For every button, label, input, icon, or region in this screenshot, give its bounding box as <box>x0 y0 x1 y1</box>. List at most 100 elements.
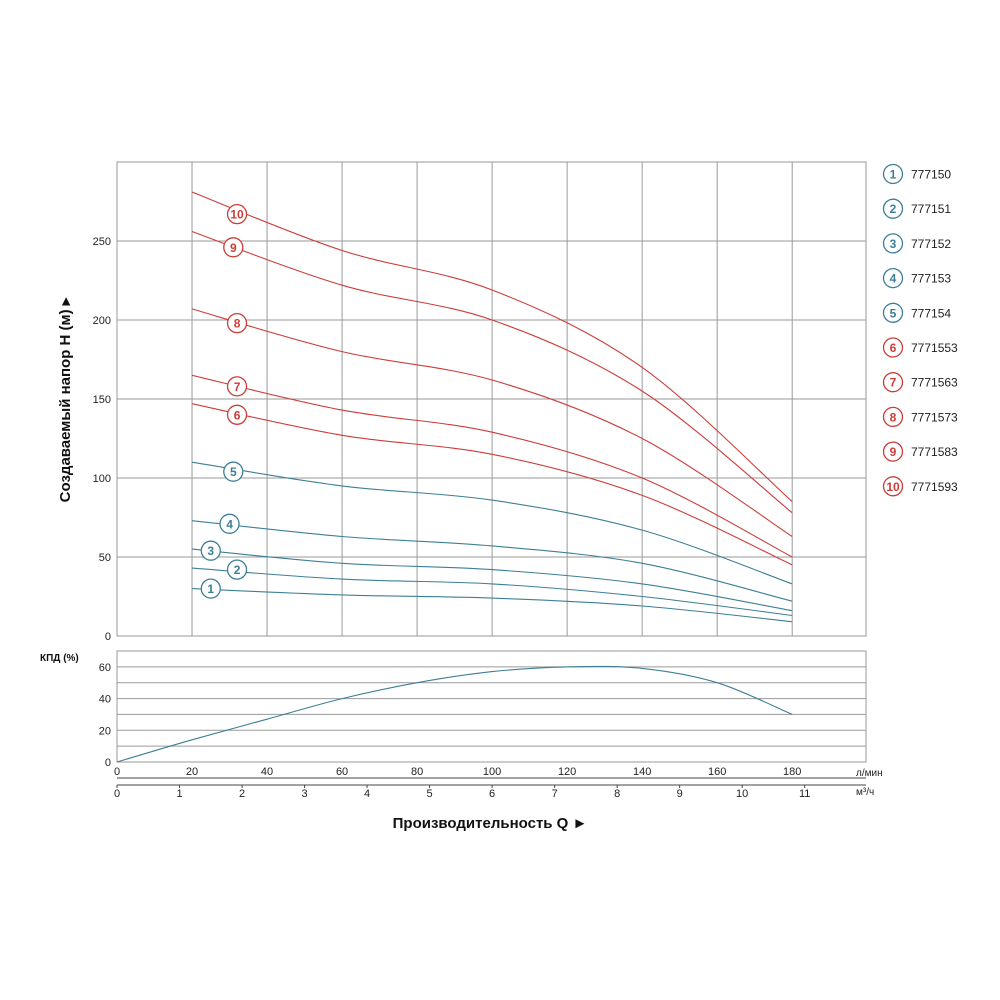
head-axis-title: Создаваемый напор H (м) ▸ <box>57 296 74 502</box>
efficiency-curve <box>116 665 793 763</box>
lmin-tick-label: 40 <box>261 766 273 778</box>
curve-badge-circle <box>226 376 248 397</box>
head-curve-4 <box>191 520 793 602</box>
legend-label: 7771553 <box>911 341 958 355</box>
efficiency-y-tick-label: 40 <box>99 694 111 706</box>
legend-item-9: 9 7771583 <box>882 441 958 462</box>
legend-badge-number: 10 <box>886 480 900 494</box>
head-curve-3 <box>191 548 793 612</box>
curve-badge-number: 5 <box>230 465 237 479</box>
curve-badge-8: 8 <box>226 313 248 334</box>
curve-badge-circle <box>223 237 244 258</box>
legend-badge-number: 8 <box>890 410 897 424</box>
head-y-tick-label: 0 <box>105 631 111 643</box>
legend-badge-circle <box>882 337 904 358</box>
legend-badge-number: 6 <box>890 341 897 355</box>
head-curve-10 <box>191 191 793 503</box>
curve-badge-9: 9 <box>223 237 244 258</box>
legend-badge-number: 9 <box>890 445 897 459</box>
curve-badge-circle <box>200 540 221 561</box>
head-curve-9 <box>191 230 793 514</box>
curve-badge-circle <box>226 203 248 225</box>
curve-badge-number: 3 <box>207 544 214 558</box>
curve-badge-number: 9 <box>230 241 237 255</box>
legend-badge-circle <box>882 233 904 254</box>
efficiency-plot-panel: 0 20 40 60 <box>99 650 867 769</box>
legend-item-8: 8 7771573 <box>882 406 958 428</box>
legend-badge-circle <box>882 302 904 323</box>
lmin-tick-label: 160 <box>708 766 726 778</box>
legend-badge-circle <box>882 163 904 185</box>
m3h-tick-label: 1 <box>176 788 182 800</box>
head-y-tick-label: 100 <box>93 473 111 485</box>
legend-item-5: 5 777154 <box>882 302 951 323</box>
efficiency-axis-title: КПД (%) <box>40 653 79 664</box>
m3h-tick-label: 10 <box>736 788 748 800</box>
curve-badge-circle <box>200 578 221 599</box>
legend-item-3: 3 777152 <box>882 233 951 254</box>
curve-badge-circle <box>223 461 244 482</box>
head-curve-5 <box>191 461 793 585</box>
head-y-tick-label: 250 <box>93 236 111 248</box>
curve-badge-5: 5 <box>223 461 244 482</box>
legend-label: 777152 <box>911 237 951 251</box>
m3h-unit-label: м³/ч <box>856 787 874 798</box>
legend-badge-circle <box>882 372 904 393</box>
curve-badge-7: 7 <box>226 376 248 397</box>
m3h-tick-label: 0 <box>114 788 120 800</box>
lmin-tick-label: 60 <box>336 766 348 778</box>
legend-badge-number: 2 <box>890 202 897 216</box>
curve-badge-number: 8 <box>234 317 241 331</box>
efficiency-y-tick-label: 60 <box>99 662 111 674</box>
curve-badge-2: 2 <box>226 559 248 580</box>
legend-label: 7771573 <box>911 410 958 424</box>
head-curve-2 <box>191 567 793 617</box>
legend-badge-circle <box>882 441 904 462</box>
curve-badge-circle <box>219 513 240 534</box>
legend-label: 7771583 <box>911 445 958 459</box>
efficiency-plot-frame <box>116 650 867 763</box>
curve-badge-circle <box>226 313 248 334</box>
legend-badge-circle <box>882 198 904 219</box>
legend-label: 777151 <box>911 202 951 216</box>
head-curve-6 <box>191 403 793 566</box>
m3h-tick-label: 7 <box>552 788 558 800</box>
curve-badge-1: 1 <box>200 578 221 599</box>
x-axes: 0 20 40 60 80 100 120 140 160 180 л/мин 0 1 2 3 4 5 6 7 8 9 1… <box>114 766 883 800</box>
legend-label: 777154 <box>911 306 951 320</box>
curve-badge-number: 10 <box>230 208 244 222</box>
lmin-tick-label: 120 <box>558 766 576 778</box>
legend-badge-circle <box>882 476 904 497</box>
curve-badge-3: 3 <box>200 540 221 561</box>
lmin-tick-label: 180 <box>783 766 801 778</box>
lmin-tick-label: 100 <box>483 766 501 778</box>
legend-label: 777153 <box>911 272 951 286</box>
m3h-tick-label: 5 <box>427 788 433 800</box>
head-curve-1 <box>191 588 793 623</box>
lmin-tick-label: 80 <box>411 766 423 778</box>
m3h-tick-label: 11 <box>799 788 810 800</box>
lmin-tick-label: 20 <box>186 766 198 778</box>
m3h-tick-label: 4 <box>364 788 370 800</box>
legend-item-6: 6 7771553 <box>882 337 958 358</box>
legend-label: 7771593 <box>911 480 958 494</box>
x-axis-title: Производительность Q ► <box>393 815 588 832</box>
legend-badge-number: 4 <box>890 272 897 286</box>
legend: 1 777150 2 777151 3 777152 4 777153 5 777154 6 7771… <box>882 163 958 497</box>
legend-label: 7771563 <box>911 376 958 390</box>
m3h-tick-label: 8 <box>614 788 620 800</box>
legend-item-2: 2 777151 <box>882 198 951 219</box>
legend-item-10: 10 7771593 <box>882 476 958 497</box>
curve-badge-number: 2 <box>234 563 241 577</box>
lmin-tick-label: 140 <box>633 766 651 778</box>
legend-badge-number: 5 <box>890 306 897 320</box>
m3h-tick-label: 9 <box>677 788 683 800</box>
legend-badge-circle <box>882 267 904 289</box>
curve-badge-number: 7 <box>234 380 241 394</box>
legend-label: 777150 <box>911 168 951 182</box>
curve-badge-number: 4 <box>226 517 233 531</box>
m3h-tick-label: 2 <box>239 788 245 800</box>
legend-badge-number: 7 <box>890 376 897 390</box>
efficiency-y-tick-label: 0 <box>105 757 111 769</box>
head-y-tick-label: 200 <box>93 315 111 327</box>
